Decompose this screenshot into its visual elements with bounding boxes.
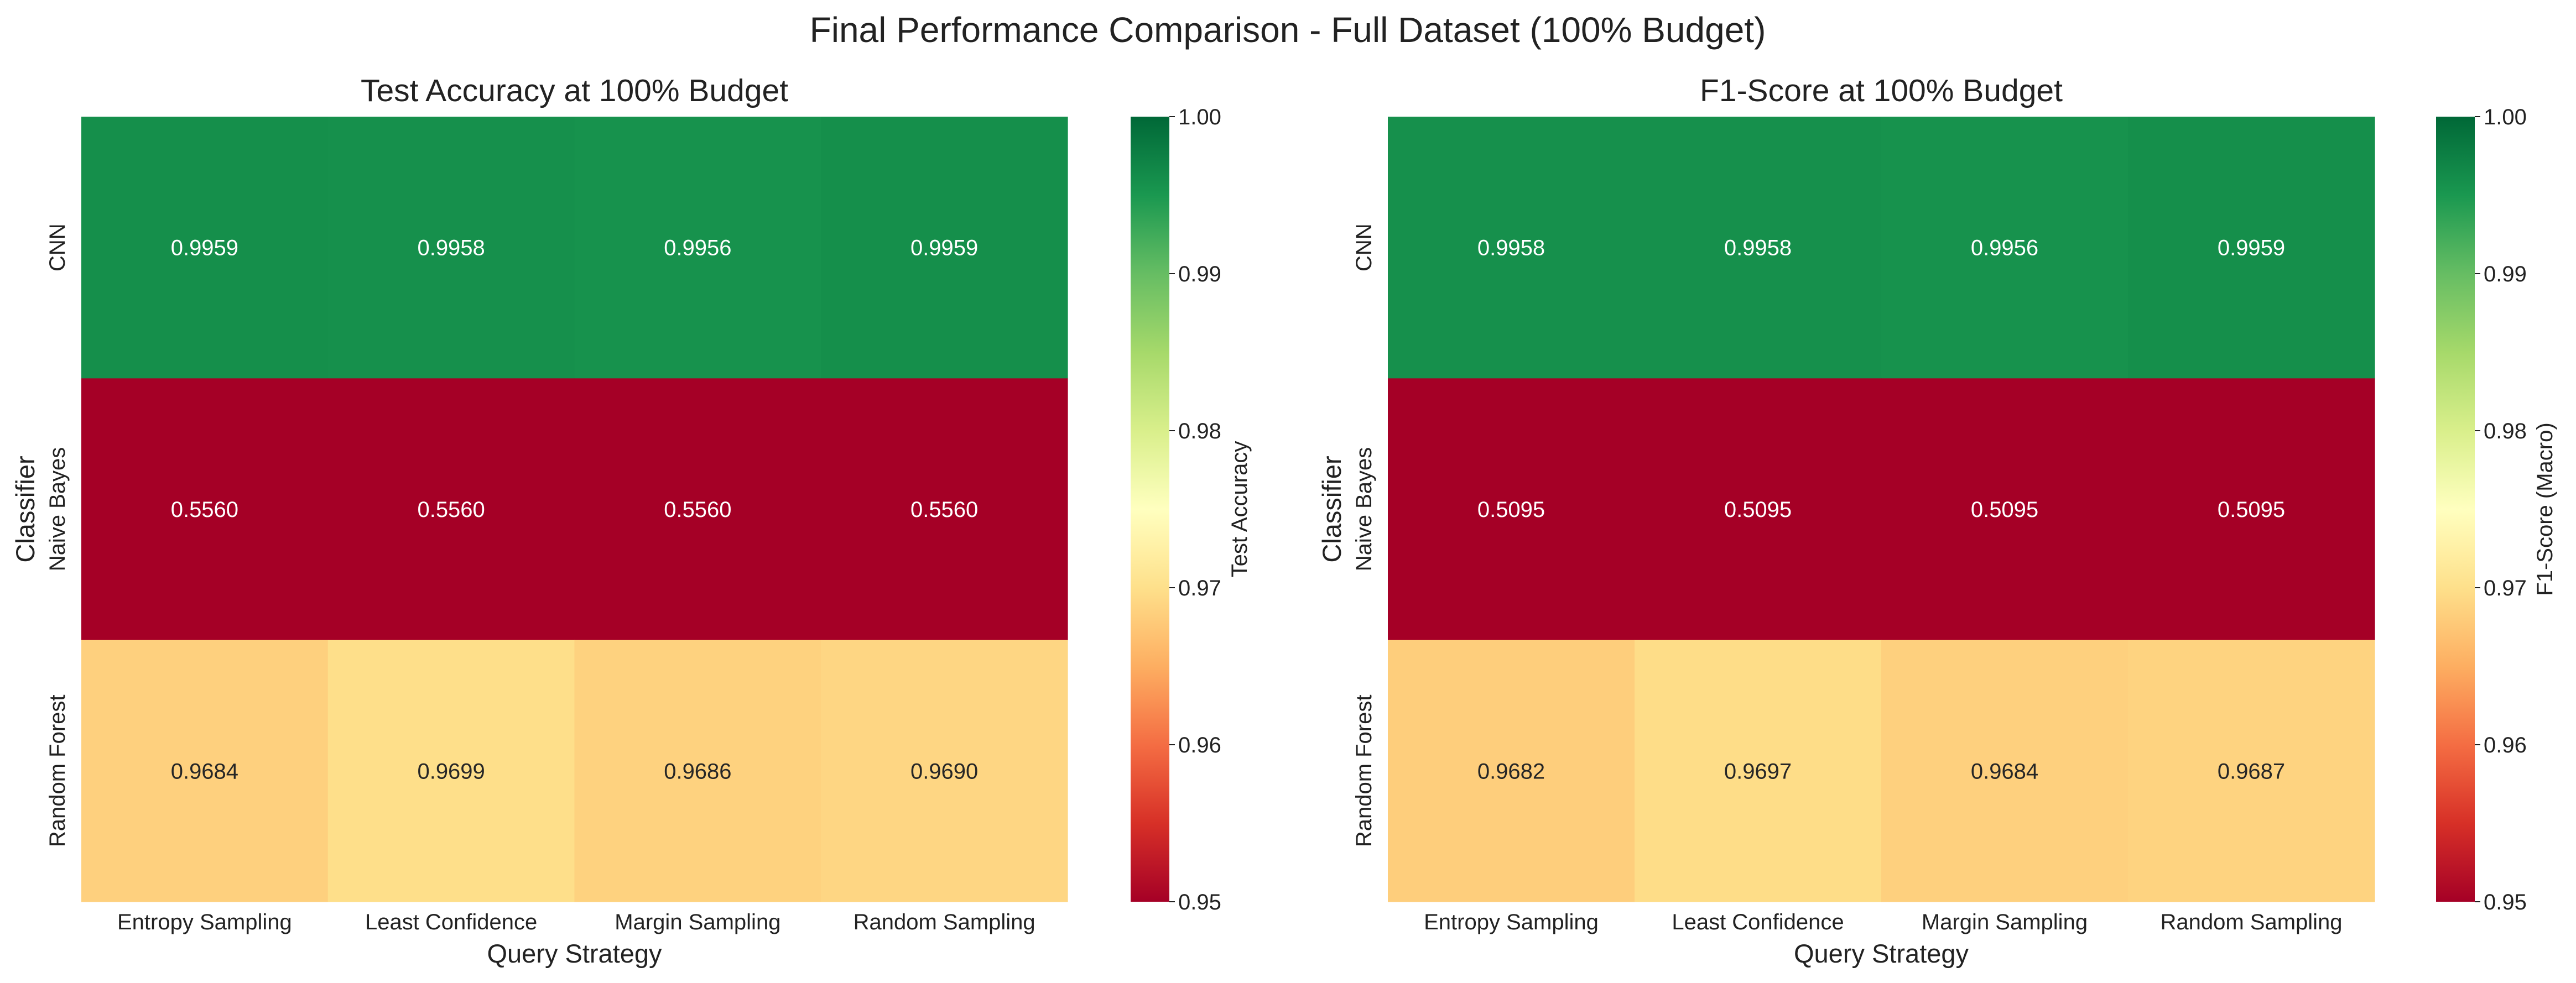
heatmap-cell: [2128, 640, 2375, 902]
heatmap-cell: [1881, 378, 2129, 641]
cell-value-label: 0.9690: [910, 759, 978, 783]
heatmap-cell: [1388, 117, 1635, 379]
heatmap-cell: [1635, 640, 1882, 902]
heatmap-cell: [327, 640, 575, 902]
heatmap-cell: [821, 640, 1068, 902]
colorbar-tick-label: 0.98: [1178, 419, 1221, 443]
colorbar-tick-label: 0.99: [1178, 262, 1221, 286]
colorbar-tick-label: 1.00: [1178, 105, 1221, 129]
heatmap-cell: [81, 117, 329, 379]
heatmap-cell: [1635, 117, 1882, 379]
cell-value-label: 0.5560: [664, 498, 731, 522]
x-tick-label: Margin Sampling: [1922, 910, 2088, 934]
cell-value-label: 0.5560: [171, 498, 238, 522]
colorbar-label: Test Accuracy: [1227, 441, 1252, 578]
x-tick-label: Least Confidence: [365, 910, 537, 934]
x-tick-label: Least Confidence: [1672, 910, 1844, 934]
y-tick-label: Naive Bayes: [45, 447, 70, 572]
x-tick-label: Random Sampling: [2160, 910, 2342, 934]
cell-value-label: 0.9959: [2218, 236, 2285, 260]
y-tick-label: CNN: [1352, 223, 1376, 271]
heatmap-panel-2: F1-Score at 100% Budget 0.9958 0.9958 0.995…: [1317, 73, 2557, 968]
colorbar-tick-label: 0.96: [2484, 733, 2527, 757]
cell-value-label: 0.9959: [171, 236, 238, 260]
x-tick-label: Margin Sampling: [615, 910, 780, 934]
heatmap-cell: [2128, 378, 2375, 641]
cell-value-label: 0.9956: [664, 236, 731, 260]
cell-value-label: 0.9684: [171, 759, 238, 783]
colorbar-tick-label: 0.99: [2484, 262, 2527, 286]
cell-value-label: 0.9958: [1477, 236, 1545, 260]
cell-value-label: 0.9684: [1971, 759, 2038, 783]
heatmap-cell: [327, 117, 575, 379]
x-tick-label: Entropy Sampling: [1424, 910, 1599, 934]
cell-value-label: 0.9687: [2218, 759, 2285, 783]
heatmap-cell: [574, 640, 821, 902]
colorbar-tick-label: 0.97: [2484, 576, 2527, 600]
cell-value-label: 0.9958: [1724, 236, 1792, 260]
cell-value-label: 0.5095: [1724, 498, 1792, 522]
heatmap-cell: [1388, 378, 1635, 641]
heatmap-cell: [81, 378, 329, 641]
heatmap-cell: [1635, 378, 1882, 641]
cell-value-label: 0.9697: [1724, 759, 1792, 783]
colorbar-tick-label: 0.97: [1178, 576, 1221, 600]
colorbar-tick-label: 0.95: [2484, 890, 2527, 914]
heatmap-panel-1: Test Accuracy at 100% Budget 0.9959 0.9958…: [11, 73, 1252, 968]
panel-title: F1-Score at 100% Budget: [1700, 73, 2063, 108]
cell-value-label: 0.9686: [664, 759, 731, 783]
heatmap-cell: [1881, 117, 2129, 379]
y-axis-label: Classifier: [11, 456, 40, 562]
cell-value-label: 0.5560: [910, 498, 978, 522]
heatmap-cell: [574, 117, 821, 379]
y-axis-label: Classifier: [1317, 456, 1346, 562]
cell-value-label: 0.5095: [1477, 498, 1545, 522]
colorbar-tick-label: 1.00: [2484, 105, 2527, 129]
y-tick-label: Random Forest: [1352, 694, 1376, 847]
heatmap-cell: [574, 378, 821, 641]
heatmap-cell: [327, 378, 575, 641]
y-tick-label: Naive Bayes: [1352, 447, 1376, 572]
cell-value-label: 0.9956: [1971, 236, 2038, 260]
y-tick-label: CNN: [45, 223, 70, 271]
colorbar-label: F1-Score (Macro): [2533, 422, 2557, 595]
heatmap-cell: [1881, 640, 2129, 902]
x-tick-label: Entropy Sampling: [117, 910, 292, 934]
colorbar: [2436, 117, 2475, 902]
heatmap-cell: [81, 640, 329, 902]
cell-value-label: 0.9959: [910, 236, 978, 260]
colorbar: [1131, 117, 1169, 902]
panel-title: Test Accuracy at 100% Budget: [361, 73, 788, 108]
x-axis-label: Query Strategy: [487, 939, 662, 968]
cell-value-label: 0.5095: [2218, 498, 2285, 522]
cell-value-label: 0.9699: [417, 759, 485, 783]
heatmap-cell: [821, 117, 1068, 379]
heatmap-cell: [1388, 640, 1635, 902]
panels: Test Accuracy at 100% Budget 0.9959 0.9958…: [11, 73, 2557, 968]
x-tick-label: Random Sampling: [854, 910, 1035, 934]
colorbar-tick-label: 0.98: [2484, 419, 2527, 443]
heatmap-cell: [2128, 117, 2375, 379]
colorbar-tick-label: 0.95: [1178, 890, 1221, 914]
x-axis-label: Query Strategy: [1794, 939, 1969, 968]
heatmap-cell: [821, 378, 1068, 641]
cell-value-label: 0.5095: [1971, 498, 2038, 522]
y-tick-label: Random Forest: [45, 694, 70, 847]
figure-title: Final Performance Comparison - Full Data…: [810, 10, 1766, 50]
cell-value-label: 0.9682: [1477, 759, 1545, 783]
colorbar-tick-label: 0.96: [1178, 733, 1221, 757]
cell-value-label: 0.9958: [417, 236, 485, 260]
cell-value-label: 0.5560: [417, 498, 485, 522]
